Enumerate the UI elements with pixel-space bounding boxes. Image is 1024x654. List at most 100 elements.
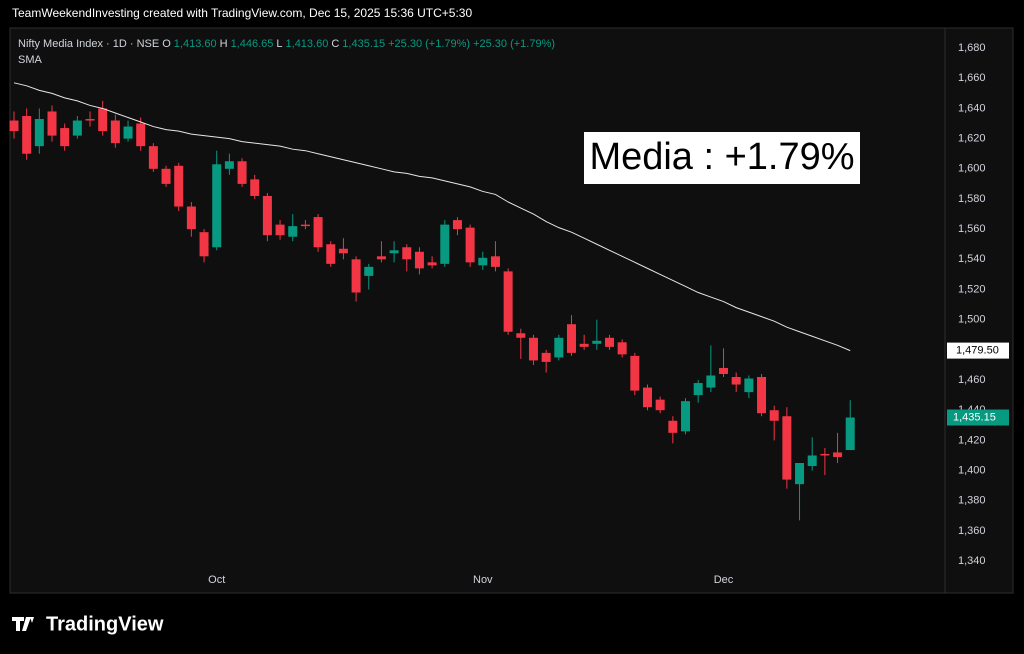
candle-body: [566, 324, 576, 353]
candle-body: [351, 259, 361, 293]
y-tick-label: 1,660: [958, 72, 986, 84]
candle-body: [757, 377, 767, 414]
annotation: Media : +1.79%: [589, 136, 854, 178]
candle-body: [199, 232, 209, 257]
price-label-bg: [947, 342, 1009, 359]
candle-body: [731, 377, 741, 385]
logo-text: TradingView: [46, 613, 164, 635]
candle-body: [376, 256, 386, 260]
ohlc-key: H: [219, 38, 228, 50]
y-tick-label: 1,380: [958, 495, 986, 507]
candle-body: [440, 224, 450, 264]
candle-body: [136, 123, 146, 147]
ohlc-value: 1,435.15: [342, 38, 386, 50]
price-label: 1,479.50: [956, 345, 999, 357]
y-tick-label: 1,640: [958, 102, 986, 114]
y-tick-label: 1,540: [958, 253, 986, 265]
candle-body: [47, 111, 57, 136]
candle-body: [744, 378, 754, 393]
candle-body: [579, 343, 589, 347]
candle-body: [85, 119, 95, 121]
candle-body: [250, 179, 260, 196]
candle-body: [389, 250, 399, 254]
candle-body: [820, 453, 830, 456]
candle-body: [604, 337, 614, 347]
ohlc-key: L: [276, 38, 283, 50]
price-label: 1,435.15: [953, 411, 996, 423]
candle-body: [98, 108, 108, 132]
candle-body: [427, 262, 437, 266]
y-tick-label: 1,620: [958, 133, 986, 145]
candle-body: [288, 226, 298, 237]
candle-body: [630, 355, 640, 391]
candle-body: [693, 383, 703, 396]
candle-body: [72, 120, 82, 136]
candle-body: [719, 367, 729, 374]
candle-body: [681, 401, 691, 432]
candle-body: [643, 387, 652, 408]
candle-body: [541, 352, 551, 362]
candle-body: [845, 417, 855, 451]
candle-body: [364, 266, 374, 276]
candle-body: [516, 333, 526, 338]
indicator: SMA: [18, 54, 42, 66]
candle-body: [338, 248, 348, 254]
candle-body: [212, 164, 222, 248]
candle-body: [186, 206, 196, 230]
candle-body: [554, 337, 564, 358]
x-tick-label: Oct: [208, 574, 225, 586]
candle-body: [262, 195, 272, 236]
y-tick-label: 1,520: [958, 283, 986, 295]
candle-body: [300, 224, 310, 227]
candle-body: [782, 416, 792, 480]
x-tick-label: Dec: [714, 574, 734, 586]
candle-body: [110, 120, 120, 144]
candle-body: [833, 452, 843, 457]
candle-body: [60, 128, 70, 147]
candle-body: [795, 463, 805, 485]
candle-body: [503, 271, 513, 332]
candle-body: [237, 161, 247, 184]
candle-body: [224, 161, 234, 169]
x-tick-label: Nov: [473, 574, 493, 586]
candle-body: [123, 126, 133, 139]
y-tick-label: 1,560: [958, 223, 986, 235]
y-tick-label: 1,600: [958, 163, 986, 175]
change: +25.30 (+1.79%): [388, 38, 471, 50]
legend: Nifty Media Index · 1D · NSE O 1,413.60 H 1,…: [18, 36, 558, 68]
symbol: Nifty Media Index · 1D · NSE: [18, 38, 160, 50]
ohlc-value: 1,413.60: [285, 38, 329, 50]
candle-body: [174, 165, 184, 207]
ohlc-key: O: [162, 38, 171, 50]
candle-body: [706, 375, 716, 388]
price-label-bg: [947, 409, 1009, 426]
candle-body: [22, 115, 32, 154]
y-tick-label: 1,340: [958, 555, 986, 567]
candle-body: [452, 220, 462, 230]
candle-body: [148, 146, 158, 169]
candle-body: [769, 410, 779, 421]
logo: TradingView: [12, 613, 164, 635]
annotation-box: [584, 132, 860, 184]
candle-body: [807, 455, 817, 467]
candle-body: [668, 420, 678, 433]
candle-body: [655, 399, 665, 411]
candle-body: [617, 342, 627, 355]
candle-body: [414, 251, 424, 269]
y-tick-label: 1,420: [958, 434, 986, 446]
y-tick-label: 1,360: [958, 525, 986, 537]
legend-row: Nifty Media Index · 1D · NSE O 1,413.60 H 1,…: [18, 36, 558, 52]
ohlc-value: 1,413.60: [173, 38, 217, 50]
ohlc-value: 1,446.65: [230, 38, 274, 50]
change: +25.30 (+1.79%): [473, 38, 556, 50]
y-tick-label: 1,680: [958, 42, 986, 54]
y-tick-label: 1,460: [958, 374, 986, 386]
y-tick-label: 1,500: [958, 314, 986, 326]
ohlc-key: C: [331, 38, 340, 50]
candle-body: [326, 244, 336, 264]
candle-body: [161, 168, 171, 184]
candle-body: [592, 340, 602, 344]
y-tick-label: 1,400: [958, 464, 986, 476]
